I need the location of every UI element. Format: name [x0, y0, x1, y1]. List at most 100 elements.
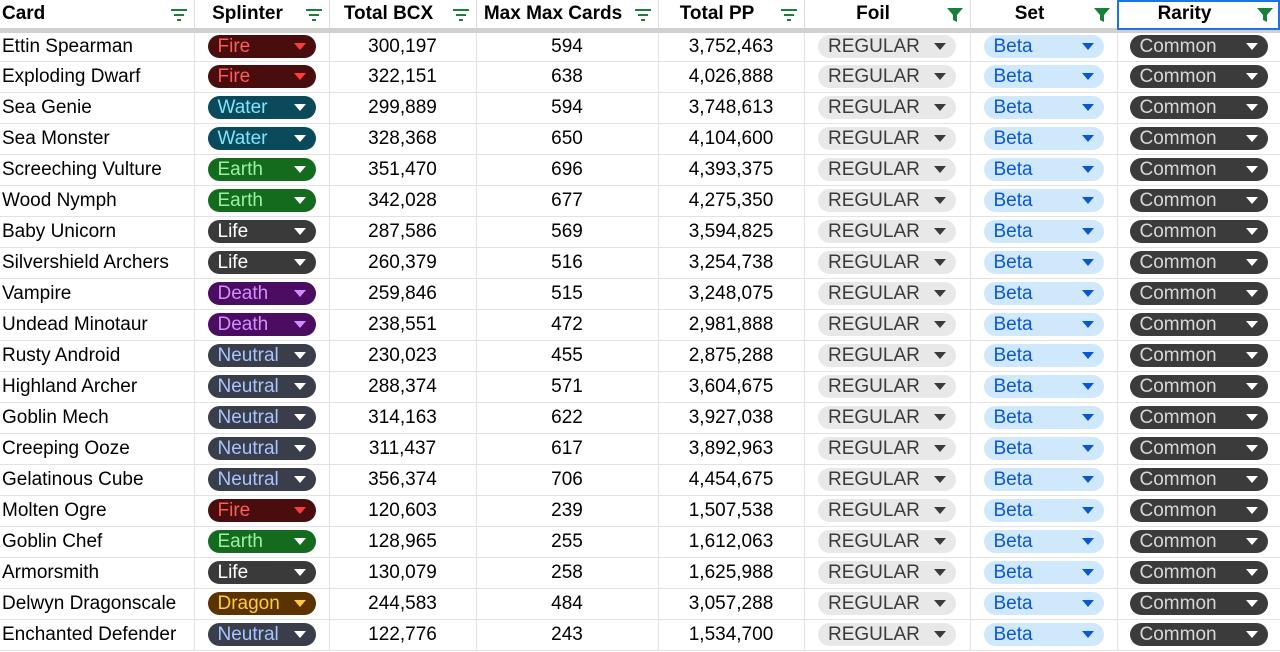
foil-dropdown[interactable]: REGULAR [818, 592, 956, 615]
total-bcx-cell[interactable]: 314,163 [329, 402, 477, 434]
set-dropdown[interactable]: Beta [983, 282, 1104, 305]
foil-cell[interactable]: REGULAR [804, 123, 971, 155]
splinter-dropdown[interactable]: Fire [207, 499, 316, 522]
max-max-cards-cell[interactable]: 455 [476, 340, 659, 372]
dropdown-arrow-icon[interactable] [293, 414, 306, 421]
rarity-dropdown[interactable]: Common [1129, 375, 1268, 398]
dropdown-arrow-icon[interactable] [934, 507, 946, 514]
dropdown-arrow-icon[interactable] [1081, 538, 1094, 545]
splinter-dropdown[interactable]: Death [207, 313, 316, 336]
total-bcx-cell[interactable]: 311,437 [329, 433, 477, 465]
rarity-dropdown[interactable]: Common [1129, 220, 1268, 243]
rarity-cell[interactable]: Common [1117, 464, 1280, 496]
dropdown-arrow-icon[interactable] [1081, 507, 1094, 514]
splinter-cell[interactable]: Death [194, 278, 330, 310]
dropdown-arrow-icon[interactable] [1081, 197, 1094, 204]
set-dropdown[interactable]: Beta [983, 375, 1104, 398]
total-pp-cell[interactable]: 1,507,538 [658, 495, 805, 527]
total-bcx-cell[interactable]: 128,965 [329, 526, 477, 558]
filter-funnel-icon[interactable] [946, 7, 964, 23]
card-cell[interactable]: Vampire [0, 278, 195, 310]
total-pp-cell[interactable]: 3,248,075 [658, 278, 805, 310]
max-max-cards-cell[interactable]: 706 [476, 464, 659, 496]
rarity-cell[interactable]: Common [1117, 402, 1280, 434]
total-pp-cell[interactable]: 2,981,888 [658, 309, 805, 341]
dropdown-arrow-icon[interactable] [293, 135, 306, 142]
dropdown-arrow-icon[interactable] [293, 321, 306, 328]
dropdown-arrow-icon[interactable] [293, 507, 306, 514]
total-pp-cell[interactable]: 3,254,738 [658, 247, 805, 279]
foil-cell[interactable]: REGULAR [804, 619, 971, 651]
splinter-dropdown[interactable]: Dragon [207, 592, 316, 615]
filter-lines-icon[interactable] [634, 7, 652, 23]
set-cell[interactable]: Beta [970, 619, 1118, 651]
set-cell[interactable]: Beta [970, 495, 1118, 527]
dropdown-arrow-icon[interactable] [1245, 352, 1258, 359]
splinter-dropdown[interactable]: Life [207, 561, 316, 584]
rarity-cell[interactable]: Common [1117, 619, 1280, 651]
max-max-cards-cell[interactable]: 515 [476, 278, 659, 310]
header-splinter[interactable]: Splinter [194, 0, 330, 33]
max-max-cards-cell[interactable]: 571 [476, 371, 659, 403]
dropdown-arrow-icon[interactable] [1081, 352, 1094, 359]
splinter-cell[interactable]: Life [194, 247, 330, 279]
total-bcx-cell[interactable]: 120,603 [329, 495, 477, 527]
splinter-dropdown[interactable]: Earth [207, 158, 316, 181]
dropdown-arrow-icon[interactable] [1081, 166, 1094, 173]
rarity-cell[interactable]: Common [1117, 154, 1280, 186]
header-foil[interactable]: Foil [804, 0, 971, 33]
set-cell[interactable]: Beta [970, 402, 1118, 434]
dropdown-arrow-icon[interactable] [934, 197, 946, 204]
dropdown-arrow-icon[interactable] [293, 569, 306, 576]
foil-dropdown[interactable]: REGULAR [818, 468, 956, 491]
set-cell[interactable]: Beta [970, 433, 1118, 465]
foil-cell[interactable]: REGULAR [804, 30, 971, 62]
dropdown-arrow-icon[interactable] [293, 538, 306, 545]
dropdown-arrow-icon[interactable] [1081, 43, 1094, 50]
dropdown-arrow-icon[interactable] [293, 73, 306, 80]
header-total-pp[interactable]: Total PP [658, 0, 805, 33]
dropdown-arrow-icon[interactable] [293, 631, 306, 638]
filter-lines-icon[interactable] [780, 7, 798, 23]
rarity-dropdown[interactable]: Common [1129, 468, 1268, 491]
dropdown-arrow-icon[interactable] [1081, 321, 1094, 328]
rarity-dropdown[interactable]: Common [1129, 623, 1268, 646]
splinter-cell[interactable]: Water [194, 123, 330, 155]
card-cell[interactable]: Armorsmith [0, 557, 195, 589]
dropdown-arrow-icon[interactable] [934, 321, 946, 328]
dropdown-arrow-icon[interactable] [1081, 259, 1094, 266]
card-cell[interactable]: Screeching Vulture [0, 154, 195, 186]
rarity-dropdown[interactable]: Common [1129, 189, 1268, 212]
total-pp-cell[interactable]: 1,625,988 [658, 557, 805, 589]
foil-dropdown[interactable]: REGULAR [818, 406, 956, 429]
set-dropdown[interactable]: Beta [983, 530, 1104, 553]
dropdown-arrow-icon[interactable] [293, 290, 306, 297]
card-cell[interactable]: Baby Unicorn [0, 216, 195, 248]
total-bcx-cell[interactable]: 300,197 [329, 30, 477, 62]
dropdown-arrow-icon[interactable] [1081, 445, 1094, 452]
max-max-cards-cell[interactable]: 472 [476, 309, 659, 341]
dropdown-arrow-icon[interactable] [293, 197, 306, 204]
rarity-cell[interactable]: Common [1117, 433, 1280, 465]
dropdown-arrow-icon[interactable] [293, 352, 306, 359]
rarity-cell[interactable]: Common [1117, 340, 1280, 372]
splinter-cell[interactable]: Neutral [194, 464, 330, 496]
card-cell[interactable]: Wood Nymph [0, 185, 195, 217]
dropdown-arrow-icon[interactable] [293, 104, 306, 111]
rarity-cell[interactable]: Common [1117, 526, 1280, 558]
foil-dropdown[interactable]: REGULAR [818, 344, 956, 367]
set-dropdown[interactable]: Beta [983, 35, 1104, 58]
rarity-cell[interactable]: Common [1117, 557, 1280, 589]
set-cell[interactable]: Beta [970, 588, 1118, 620]
dropdown-arrow-icon[interactable] [934, 569, 946, 576]
foil-dropdown[interactable]: REGULAR [818, 530, 956, 553]
set-cell[interactable]: Beta [970, 92, 1118, 124]
dropdown-arrow-icon[interactable] [1081, 569, 1094, 576]
dropdown-arrow-icon[interactable] [934, 135, 946, 142]
rarity-dropdown[interactable]: Common [1129, 313, 1268, 336]
set-dropdown[interactable]: Beta [983, 406, 1104, 429]
dropdown-arrow-icon[interactable] [1245, 73, 1258, 80]
set-dropdown[interactable]: Beta [983, 468, 1104, 491]
foil-dropdown[interactable]: REGULAR [818, 282, 956, 305]
foil-cell[interactable]: REGULAR [804, 278, 971, 310]
